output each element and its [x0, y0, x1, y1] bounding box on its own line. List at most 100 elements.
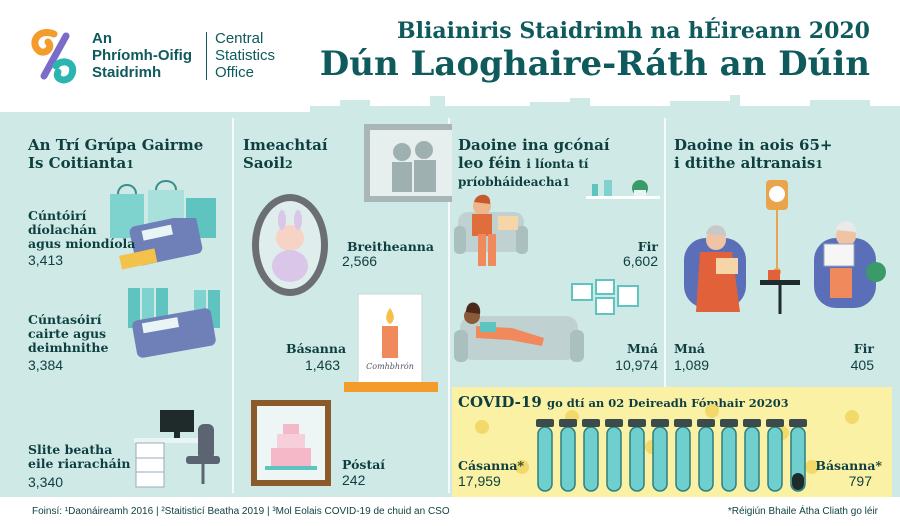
- death-tube: [789, 419, 807, 492]
- case-tube: [720, 419, 738, 492]
- life-events-heading-line2: Saoil: [243, 154, 285, 172]
- births-value: 2,566: [342, 253, 378, 269]
- baby-portrait-icon: [252, 194, 328, 296]
- covid-cases-label: Cásanna*: [458, 458, 524, 473]
- virus-icon: [705, 404, 719, 418]
- life-events-heading-line1: Imeachtaí: [243, 136, 328, 154]
- nursing-homes-heading-sup: 1: [815, 158, 824, 171]
- living-alone-heading-sup: 1: [562, 176, 570, 189]
- shelf-plants-icon: [586, 180, 660, 199]
- occupation-2-label: Cúntasóirí cairte agus deimhnithe: [28, 313, 108, 355]
- skyline-decoration: [310, 95, 900, 114]
- page-subtitle: Bliainiris Staidrimh na hÉireann 2020: [397, 18, 870, 44]
- living-alone-men-label: Fir: [637, 239, 658, 254]
- occupations-heading: An Trí Grúpa Gairme Is Coitianta1: [28, 136, 203, 174]
- case-tube: [628, 419, 646, 492]
- virus-icon: [805, 460, 819, 474]
- column-divider-3: [664, 118, 666, 493]
- living-alone-heading-line2b: i líonta tí: [526, 157, 589, 171]
- births-label: Breitheanna: [346, 239, 434, 254]
- card-text: Comhbhrón: [366, 362, 414, 371]
- org-en-line1: Central: [215, 30, 264, 47]
- occupation-3-label-line1: Slite beatha: [28, 442, 113, 457]
- occupation-1-label-line2: díolachán: [28, 222, 97, 237]
- org-name-irish: An Phríomh-Oifig Staidrimh: [92, 30, 192, 81]
- occupations-heading-sup: 1: [126, 158, 134, 171]
- org-ga-line2: Phríomh-Oifig: [92, 47, 192, 64]
- nursing-homes-heading-line1: Daoine in aois 65+: [674, 136, 833, 154]
- page-title: Dún Laoghaire-Ráth an Dúin: [319, 44, 870, 84]
- occupation-3-value: 3,340: [28, 474, 64, 490]
- case-tube: [674, 419, 692, 492]
- deaths-label: Básanna: [286, 341, 347, 356]
- covid-heading-rest: go dtí an 02 Deireadh Fómhair 2020: [547, 396, 781, 410]
- marriages-label: Póstaí: [342, 457, 386, 472]
- org-ga-line3: Staidrimh: [92, 64, 162, 81]
- org-name-english: Central Statistics Office: [215, 30, 275, 81]
- case-tube: [605, 419, 623, 492]
- header: [0, 0, 900, 112]
- occupation-1-label-line3: agus miondíola: [28, 236, 136, 251]
- covid-deaths-label: Básanna*: [815, 458, 882, 473]
- family-photo-frame-icon: [364, 124, 452, 202]
- virus-icon: [515, 460, 529, 474]
- office-desk-icon: [134, 410, 220, 488]
- living-alone-heading-line2: leo féin: [458, 154, 522, 172]
- virus-icon: [845, 410, 859, 424]
- occupation-3-label: Slite beatha eile riaracháin: [28, 443, 131, 471]
- occupations-heading-line2: Is Coitianta: [28, 154, 127, 172]
- occupation-2-label-line1: Cúntasóirí: [28, 312, 102, 327]
- footer-note: *Réigiún Bhaile Átha Cliath go léir: [727, 506, 878, 517]
- living-alone-women-label: Mná: [626, 341, 658, 356]
- case-tube: [651, 419, 669, 492]
- column-divider-2: [448, 118, 450, 493]
- nursing-men-value: 405: [850, 357, 874, 373]
- column-divider-1: [232, 118, 234, 493]
- virus-icon: [475, 420, 489, 434]
- covid-heading-sup: 3: [780, 397, 789, 410]
- case-tube: [766, 419, 784, 492]
- org-en-line3: Office: [215, 64, 254, 81]
- nursing-homes-heading-line2: i dtithe altranais: [674, 154, 816, 172]
- nursing-homes-heading: Daoine in aois 65+ i dtithe altranais1: [674, 136, 832, 174]
- footer: [0, 497, 900, 526]
- living-alone-men-value: 6,602: [622, 253, 658, 269]
- cso-logo-icon: [31, 29, 77, 84]
- covid-panel: [452, 387, 892, 497]
- covid-cases-value: 17,959: [458, 473, 501, 489]
- covid-deaths-value: 797: [848, 473, 872, 489]
- occupation-1-label: Cúntóirí díolachán agus miondíola: [28, 209, 135, 251]
- case-tube: [559, 419, 577, 492]
- covid-heading: COVID-19 go dtí an 02 Deireadh Fómhair 2…: [458, 393, 788, 411]
- test-tubes-graphic: [475, 404, 859, 492]
- occupation-3-label-line2: eile riaracháin: [28, 456, 131, 471]
- case-tube: [697, 419, 715, 492]
- occupation-2-value: 3,384: [28, 357, 64, 373]
- sympathy-card-icon: [344, 293, 438, 392]
- case-tube: [743, 419, 761, 492]
- woman-on-sofa-icon: [454, 302, 584, 362]
- logo-divider: [206, 32, 207, 80]
- man-on-sofa-icon: [454, 194, 528, 266]
- living-alone-heading: Daoine ina gcónaí leo féin i líonta tí p…: [458, 136, 610, 192]
- occupation-1-label-line1: Cúntóirí: [28, 208, 87, 223]
- footer-sources: Foinsí: ¹Daonáireamh 2016 | ²Staitisticí…: [32, 506, 450, 517]
- occupation-1-value: 3,413: [28, 252, 64, 268]
- org-en-line2: Statistics: [215, 47, 276, 64]
- deaths-value: 1,463: [305, 357, 341, 373]
- picture-frames-icon: [571, 279, 639, 315]
- binders-calculator-icon: [128, 288, 220, 358]
- clock-icon: [766, 180, 788, 276]
- wedding-cake-frame-icon: [251, 400, 331, 486]
- living-alone-women-value: 10,974: [615, 357, 658, 373]
- case-tube: [536, 419, 554, 492]
- occupation-2-label-line3: deimhnithe: [28, 340, 109, 355]
- card-terminal-icon: [119, 218, 203, 270]
- life-events-heading: Imeachtaí Saoil2: [243, 136, 328, 174]
- living-alone-heading-line1: Daoine ina gcónaí: [458, 136, 610, 154]
- life-events-heading-sup: 2: [284, 158, 293, 171]
- occupations-heading-line1: An Trí Grúpa Gairme: [28, 136, 204, 154]
- case-tube: [582, 419, 600, 492]
- nursing-men-label: Fir: [853, 341, 874, 356]
- elderly-couple-icon: [684, 221, 886, 314]
